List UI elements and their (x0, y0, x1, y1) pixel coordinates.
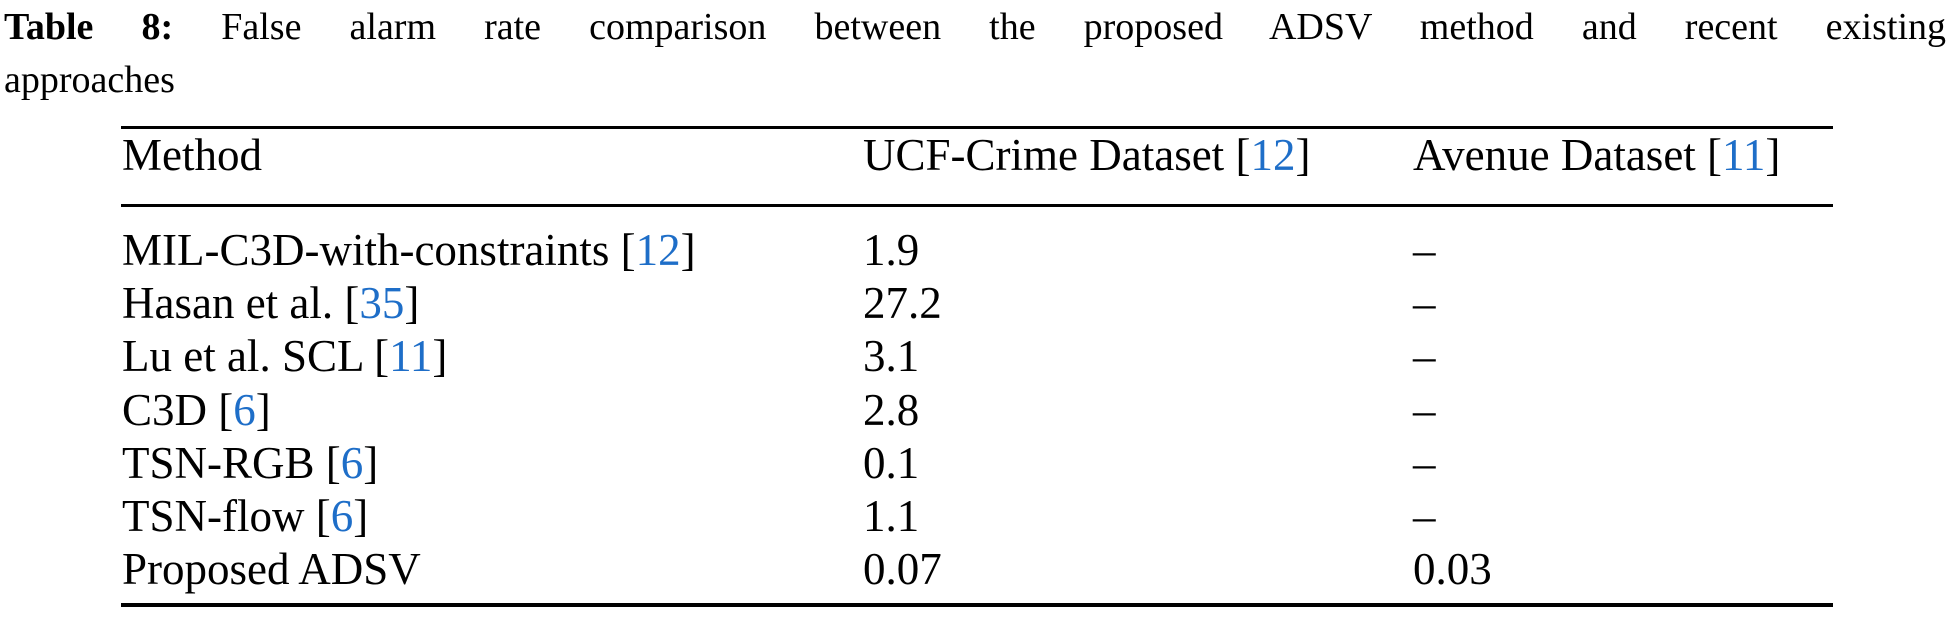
citation-link[interactable]: 11 (389, 331, 433, 382)
table-top-rule (121, 126, 1833, 129)
ucf-value: 0.1 (863, 437, 920, 488)
table-header-row: Method UCF-Crime Dataset [12] Avenue Dat… (121, 129, 1833, 204)
bracket-open: [ (325, 437, 341, 488)
avenue-value: – (1413, 278, 1436, 329)
citation-link[interactable]: 6 (340, 437, 364, 488)
bracket-open: [ (1707, 130, 1723, 180)
table-header-rule (121, 204, 1833, 207)
bracket-close: ] (1295, 130, 1311, 180)
bracket-close: ] (255, 384, 271, 435)
bracket-close: ] (363, 437, 379, 488)
method-name: Proposed ADSV (122, 544, 421, 595)
table-row: TSN-RGB [6] 0.1 – (121, 437, 1833, 490)
citation-link[interactable]: 6 (233, 384, 256, 435)
table-row: Proposed ADSV 0.07 0.03 (121, 543, 1833, 596)
citation-link[interactable]: 6 (330, 490, 354, 541)
bracket-open: [ (315, 490, 331, 541)
table-row: MIL-C3D-with-constraints [12] 1.9 – (121, 224, 1833, 277)
method-name: MIL-C3D-with-constraints (122, 225, 610, 275)
citation-link-11[interactable]: 11 (1722, 130, 1766, 180)
bracket-close: ] (680, 225, 696, 275)
table-row: C3D [6] 2.8 – (121, 384, 1833, 437)
bracket-open: [ (374, 331, 390, 382)
method-cell: TSN-RGB [6] (121, 437, 862, 490)
avenue-value: – (1413, 437, 1436, 488)
ucf-value: 1.9 (863, 225, 920, 275)
table-caption-line2: approaches (4, 59, 175, 101)
bracket-open: [ (1235, 130, 1251, 180)
ucf-value: 1.1 (863, 490, 920, 541)
ucf-value: 2.8 (863, 384, 920, 435)
bracket-open: [ (344, 278, 360, 329)
method-cell: C3D [6] (121, 384, 862, 437)
header-avenue-label: Avenue Dataset (1413, 130, 1696, 180)
bracket-close: ] (353, 490, 369, 541)
table-caption: Table 8: False alarm rate comparison bet… (0, 1, 1954, 107)
table-caption-label: Table 8: (4, 6, 174, 48)
citation-link[interactable]: 35 (359, 278, 405, 329)
header-ucf-crime-label: UCF-Crime Dataset (863, 130, 1225, 180)
table-row: Lu et al. SCL [11] 3.1 – (121, 330, 1833, 383)
method-name: Hasan et al. (122, 278, 334, 329)
method-cell: MIL-C3D-with-constraints [12] (121, 224, 862, 277)
table-row: Hasan et al. [35] 27.2 – (121, 277, 1833, 330)
ucf-value: 27.2 (863, 278, 942, 329)
table-body: MIL-C3D-with-constraints [12] 1.9 – Hasa… (121, 207, 1833, 603)
avenue-value: – (1413, 225, 1436, 275)
table-row: TSN-flow [6] 1.1 – (121, 490, 1833, 543)
table-caption-line1: Table 8: False alarm rate comparison bet… (4, 1, 1946, 54)
table-bottom-rule (121, 603, 1833, 608)
avenue-value: – (1413, 490, 1436, 541)
ucf-value: 0.07 (863, 544, 942, 595)
method-name: TSN-RGB (122, 437, 315, 488)
method-name: Lu et al. SCL (122, 331, 363, 382)
citation-link-12[interactable]: 12 (1250, 130, 1296, 180)
bracket-close: ] (432, 331, 448, 382)
method-cell: Hasan et al. [35] (121, 277, 862, 330)
ucf-value: 3.1 (863, 331, 920, 382)
method-name: TSN-flow (122, 490, 305, 541)
bracket-open: [ (620, 225, 636, 275)
header-ucf-crime: UCF-Crime Dataset [12] (862, 129, 1412, 181)
method-name: C3D (122, 384, 208, 435)
table-caption-text: False alarm rate comparison between the … (221, 6, 1946, 48)
avenue-value: – (1413, 384, 1436, 435)
avenue-value: 0.03 (1413, 544, 1492, 595)
false-alarm-rate-table: Method UCF-Crime Dataset [12] Avenue Dat… (121, 126, 1833, 608)
bracket-close: ] (404, 278, 420, 329)
method-cell: TSN-flow [6] (121, 490, 862, 543)
bracket-close: ] (1765, 130, 1781, 180)
method-cell: Lu et al. SCL [11] (121, 330, 862, 383)
citation-link[interactable]: 12 (635, 225, 681, 275)
method-cell: Proposed ADSV (121, 543, 862, 596)
header-method: Method (122, 130, 262, 180)
avenue-value: – (1413, 331, 1436, 382)
bracket-open: [ (218, 384, 234, 435)
header-avenue: Avenue Dataset [11] (1412, 129, 1833, 181)
